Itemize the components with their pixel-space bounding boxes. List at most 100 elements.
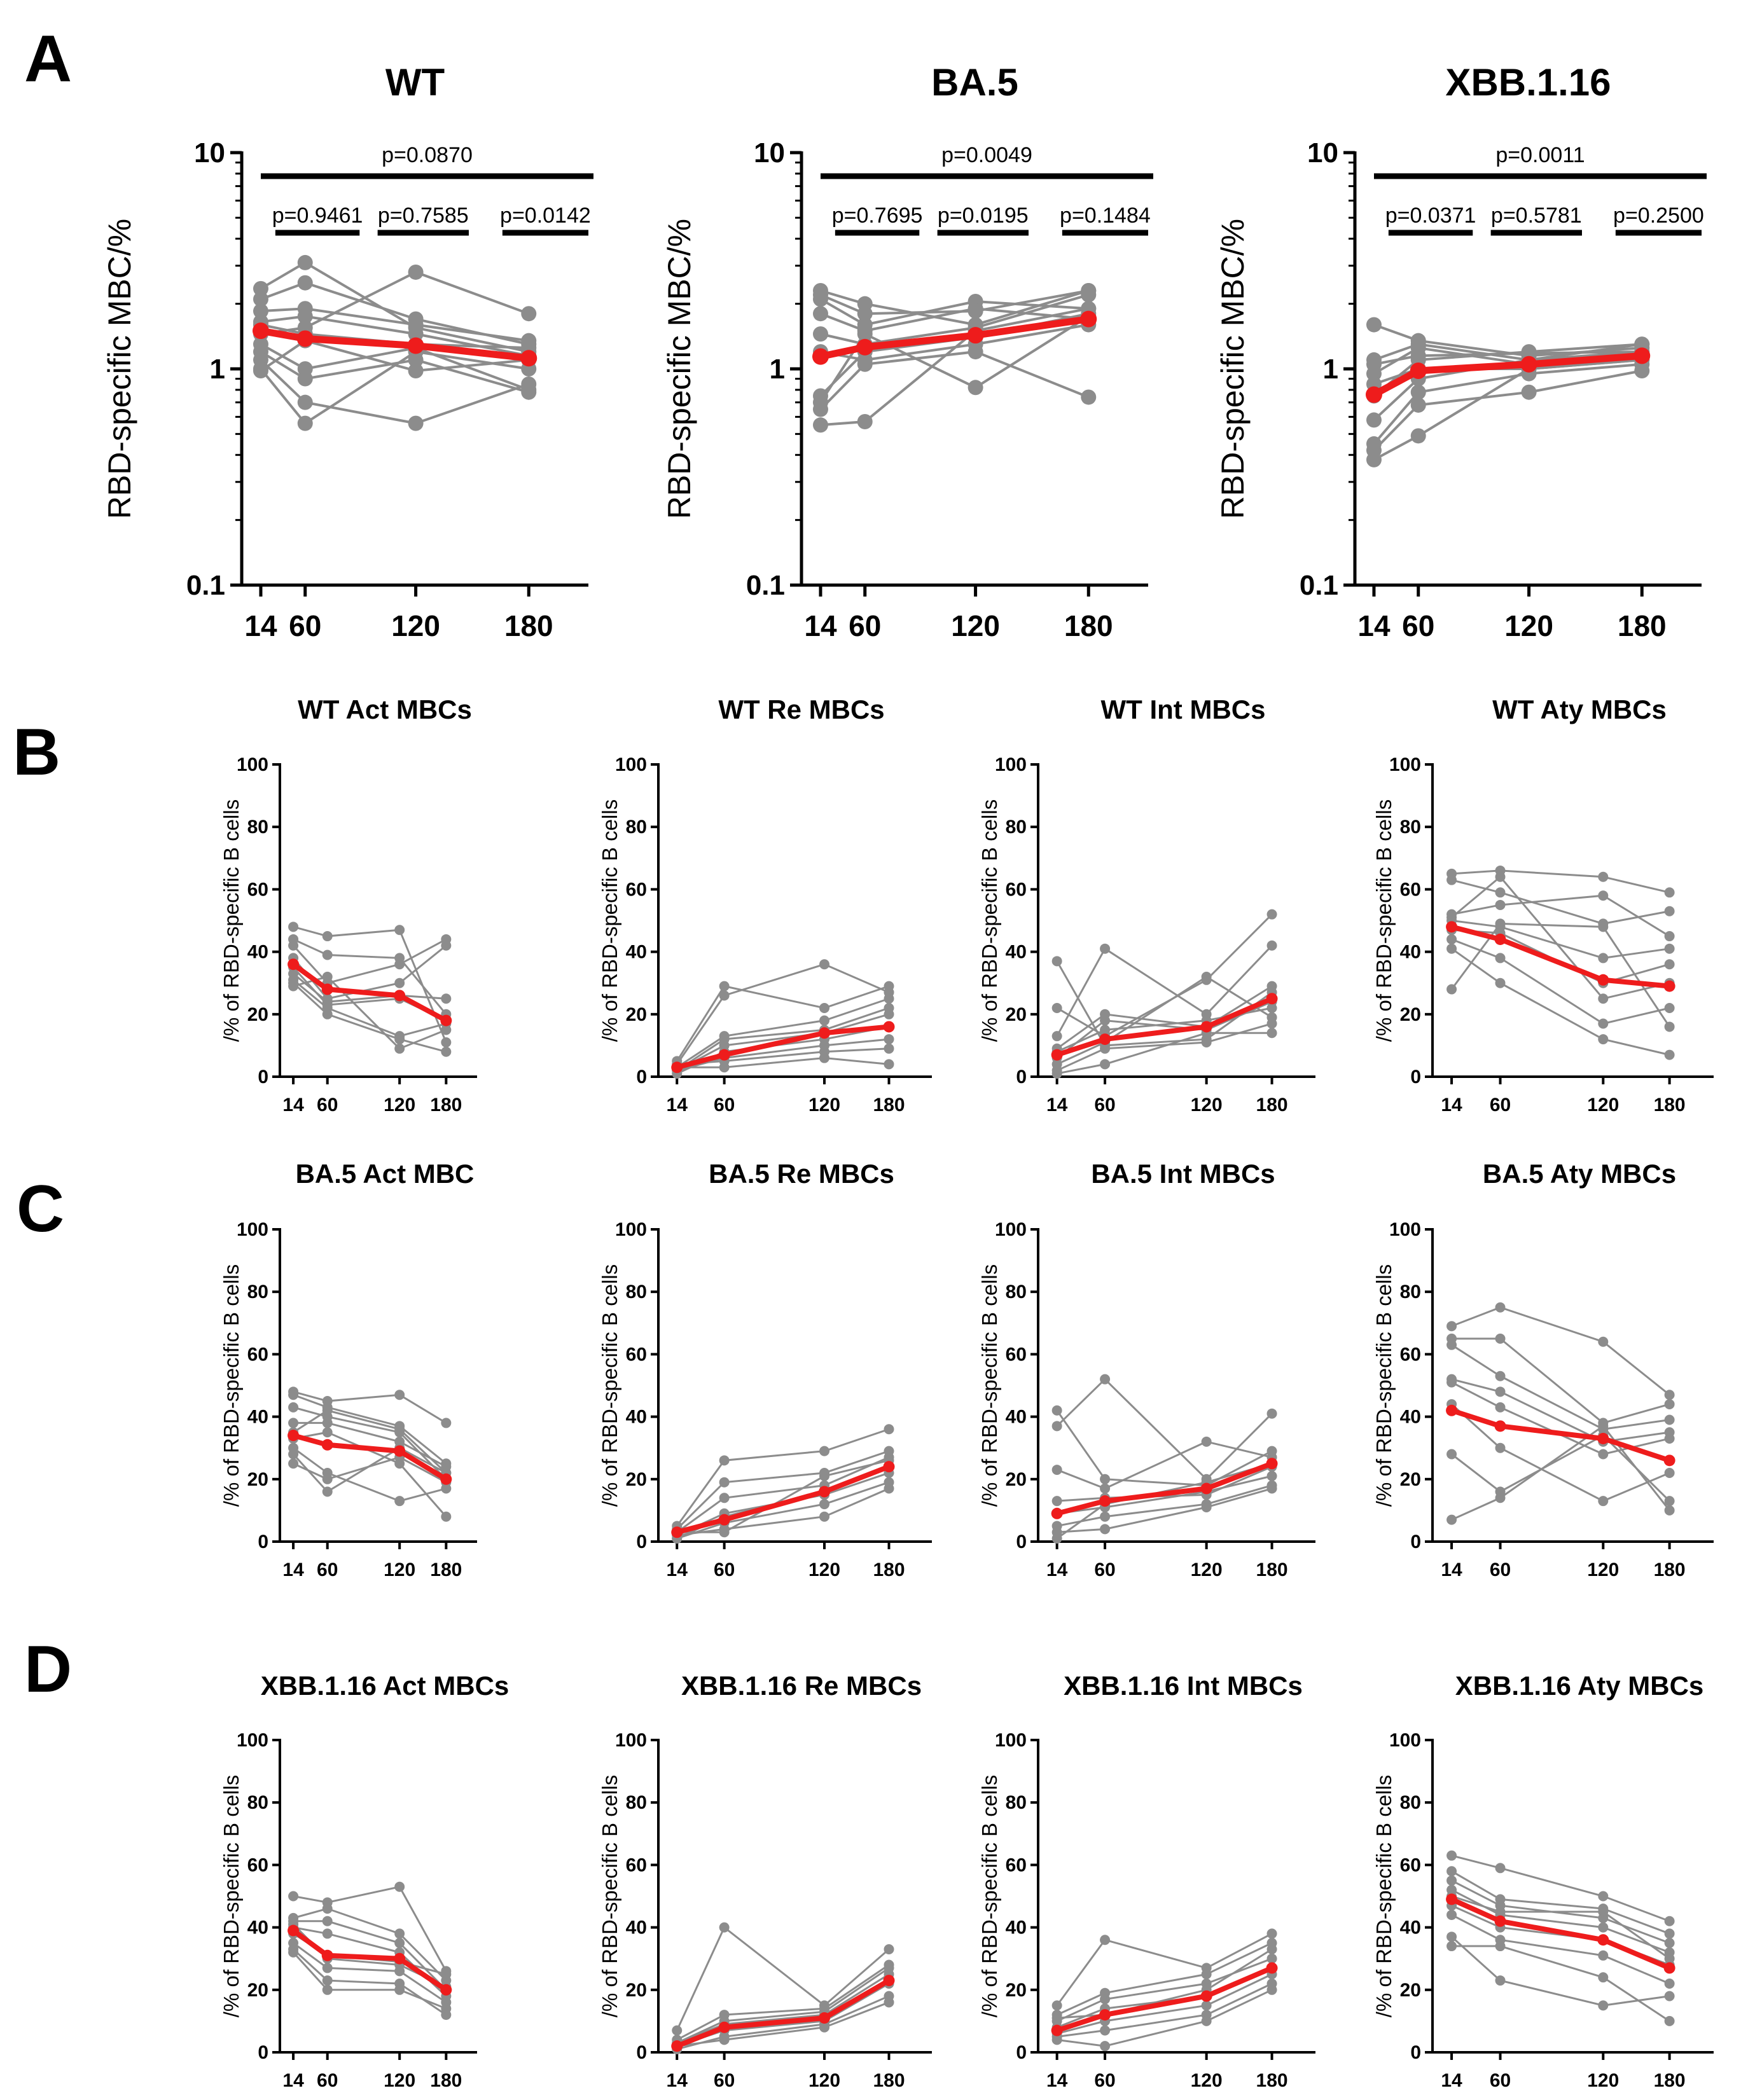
- individual-line: [292, 938, 447, 984]
- individual-point: [1664, 1505, 1675, 1516]
- x-tick-label: 120: [384, 2070, 415, 2091]
- mean-point: [1494, 1420, 1506, 1432]
- y-tick-label: 20: [1006, 1980, 1027, 2001]
- individual-point: [322, 1427, 333, 1438]
- individual-point: [1664, 1002, 1675, 1013]
- y-tick-label: 0: [1410, 1067, 1421, 1088]
- y-tick-label: 20: [626, 1980, 647, 2001]
- y-tick-label: 0: [1410, 2042, 1421, 2063]
- individual-point: [288, 1449, 299, 1460]
- y-tick-label: 60: [1006, 879, 1027, 900]
- mean-point: [812, 348, 829, 365]
- individual-point: [719, 1493, 730, 1503]
- y-tick-label: 80: [1006, 1281, 1027, 1302]
- individual-point: [884, 1944, 894, 1954]
- x-tick-label: 60: [289, 609, 321, 642]
- individual-point: [1598, 1421, 1609, 1432]
- individual-point: [1100, 1015, 1111, 1026]
- individual-point: [1201, 971, 1212, 982]
- y-tick-label: 20: [247, 1004, 268, 1025]
- individual-line: [820, 323, 1089, 361]
- y-axis-label: /% of RBD-specific B cells: [978, 1264, 1001, 1507]
- individual-point: [1598, 993, 1609, 1004]
- individual-point: [394, 1034, 405, 1045]
- y-tick-label: 20: [1400, 1980, 1421, 2001]
- y-tick-label: 60: [1400, 1855, 1421, 1875]
- mean-point: [883, 1975, 895, 1987]
- mean-point: [1051, 1507, 1063, 1519]
- mean-line: [676, 1978, 891, 2048]
- pvalue-label: p=0.1484: [1060, 204, 1151, 228]
- individual-point: [1051, 1533, 1062, 1544]
- individual-point: [1081, 389, 1097, 405]
- individual-line: [1373, 370, 1642, 452]
- x-tick-label: 120: [808, 1095, 840, 1116]
- individual-point: [884, 1034, 894, 1045]
- individual-point: [521, 376, 537, 392]
- y-axis-label: /% of RBD-specific B cells: [219, 799, 243, 1042]
- individual-point: [441, 1046, 452, 1057]
- individual-point: [394, 959, 405, 970]
- individual-line: [1056, 985, 1273, 1050]
- individual-point: [1664, 1390, 1675, 1400]
- individual-point: [1051, 956, 1062, 967]
- individual-point: [408, 264, 424, 280]
- x-tick-label: 60: [849, 609, 881, 642]
- individual-point: [1201, 1037, 1212, 1047]
- individual-point: [1598, 1891, 1609, 1902]
- individual-point: [322, 1975, 333, 1986]
- y-tick-label: 1: [1323, 354, 1338, 385]
- individual-point: [1446, 943, 1457, 954]
- individual-line: [1057, 976, 1273, 1065]
- pvalue-label: p=0.0049: [941, 143, 1032, 167]
- mean-point: [1099, 2009, 1111, 2021]
- y-tick-label: 0: [1410, 1531, 1421, 1552]
- mean-point: [1200, 1990, 1212, 2002]
- individual-point: [297, 394, 313, 410]
- individual-point: [408, 415, 424, 431]
- individual-line: [1451, 1914, 1670, 1985]
- y-axis-label: /% of RBD-specific B cells: [978, 1775, 1001, 2017]
- individual-line: [292, 1951, 447, 2010]
- individual-line: [1056, 944, 1273, 1037]
- individual-line: [1057, 1475, 1272, 1515]
- individual-point: [1495, 1941, 1506, 1952]
- individual-line: [677, 1057, 889, 1068]
- individual-point: [1266, 981, 1277, 991]
- individual-point: [1366, 317, 1382, 333]
- y-axis-label: /% of RBD-specific B cells: [598, 1264, 621, 1507]
- individual-point: [441, 1969, 452, 1980]
- individual-point: [288, 940, 299, 951]
- individual-line: [1373, 343, 1642, 397]
- individual-line: [1057, 1942, 1273, 2016]
- individual-point: [297, 254, 313, 270]
- individual-line: [293, 1886, 447, 1972]
- mean-point: [321, 1949, 333, 1961]
- individual-point: [1446, 1866, 1457, 1877]
- mean-line: [676, 1024, 889, 1070]
- individual-point: [719, 981, 730, 991]
- individual-line: [1057, 1488, 1272, 1533]
- mean-point: [1634, 347, 1651, 364]
- y-tick-label: 40: [1006, 1917, 1027, 1938]
- individual-point: [253, 291, 268, 307]
- individual-point: [1664, 1978, 1675, 1989]
- individual-point: [408, 363, 424, 378]
- individual-point: [322, 1000, 333, 1011]
- chart-title: XBB.1.16 Re MBCs: [681, 1671, 922, 1701]
- individual-point: [719, 1034, 730, 1045]
- x-tick-label: 60: [714, 1559, 735, 1580]
- x-tick-label: 60: [1490, 1559, 1511, 1580]
- y-tick-label: 60: [247, 1855, 268, 1875]
- individual-line: [1451, 869, 1670, 894]
- y-axis-label: /% of RBD-specific B cells: [219, 1264, 243, 1507]
- y-axis-label: /% of RBD-specific B cells: [219, 1775, 243, 2017]
- x-tick-label: 60: [1094, 1559, 1115, 1580]
- individual-point: [1100, 2025, 1111, 2036]
- individual-line: [1373, 358, 1642, 461]
- y-tick-label: 60: [1006, 1344, 1027, 1365]
- individual-point: [1446, 1377, 1457, 1388]
- individual-point: [812, 417, 828, 433]
- y-tick-label: 20: [626, 1469, 647, 1490]
- individual-point: [819, 1511, 830, 1522]
